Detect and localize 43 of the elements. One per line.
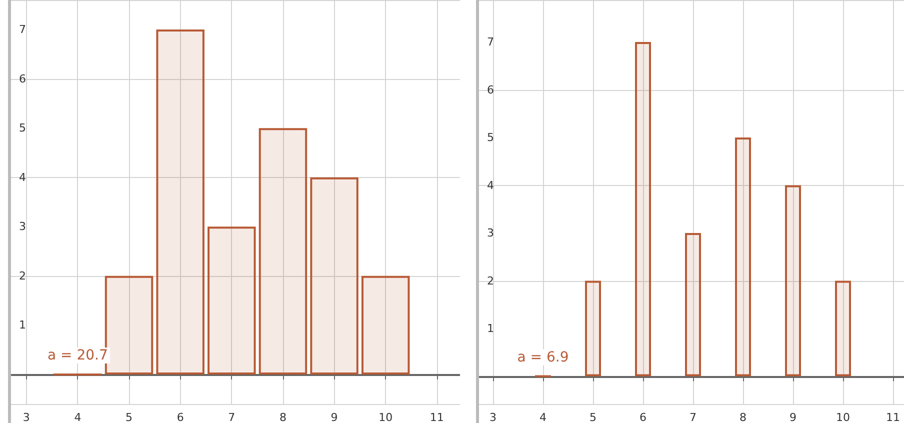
y-tick-label: 4 bbox=[19, 170, 26, 184]
y-tick-label: 7 bbox=[487, 36, 494, 49]
y-tick-label: 7 bbox=[19, 23, 26, 36]
y-tick-label: 2 bbox=[487, 274, 494, 288]
y-tick-label: 3 bbox=[487, 226, 494, 240]
x-tick-label: 5 bbox=[590, 411, 596, 423]
x-tick-label: 6 bbox=[640, 411, 646, 423]
bar bbox=[635, 42, 651, 376]
x-tick-label: 8 bbox=[740, 411, 746, 423]
x-tick-label: 4 bbox=[540, 411, 546, 423]
x-tick-label: 11 bbox=[430, 411, 444, 423]
y-tick-label: 5 bbox=[19, 122, 26, 135]
x-tick-label: 10 bbox=[378, 411, 393, 423]
y-tick-label: 3 bbox=[19, 220, 26, 234]
bar bbox=[156, 30, 204, 374]
y-tick-label: 4 bbox=[487, 178, 494, 192]
y-tick-label: 6 bbox=[19, 72, 26, 86]
x-tick-label: 5 bbox=[126, 411, 133, 423]
x-tick-label: 7 bbox=[690, 411, 696, 423]
y-tick-label: 1 bbox=[19, 318, 26, 332]
x-tick-label: 10 bbox=[836, 411, 850, 423]
bar bbox=[310, 177, 358, 374]
bar bbox=[208, 226, 256, 374]
bar bbox=[585, 280, 601, 376]
bar bbox=[835, 280, 851, 376]
bar bbox=[258, 128, 308, 374]
x-tick-label: 7 bbox=[228, 411, 236, 423]
bar bbox=[685, 233, 701, 376]
bar bbox=[785, 185, 801, 376]
y-tick-label: 2 bbox=[19, 269, 26, 282]
y-tick-label: 1 bbox=[487, 322, 494, 336]
x-tick-label: 9 bbox=[330, 411, 338, 423]
bar bbox=[361, 276, 410, 374]
x-tick-label: 9 bbox=[790, 411, 796, 423]
x-tick-label: 11 bbox=[886, 411, 900, 423]
x-tick-label: 8 bbox=[279, 411, 286, 423]
y-tick-label: 5 bbox=[487, 131, 494, 144]
x-tick-label: 4 bbox=[74, 411, 82, 423]
y-tick-label: 6 bbox=[487, 83, 494, 96]
annotation: a = 20.7 bbox=[48, 347, 108, 364]
bar bbox=[735, 138, 751, 376]
annotation: a = 6.9 bbox=[517, 349, 569, 366]
x-tick-label: 6 bbox=[176, 411, 184, 423]
